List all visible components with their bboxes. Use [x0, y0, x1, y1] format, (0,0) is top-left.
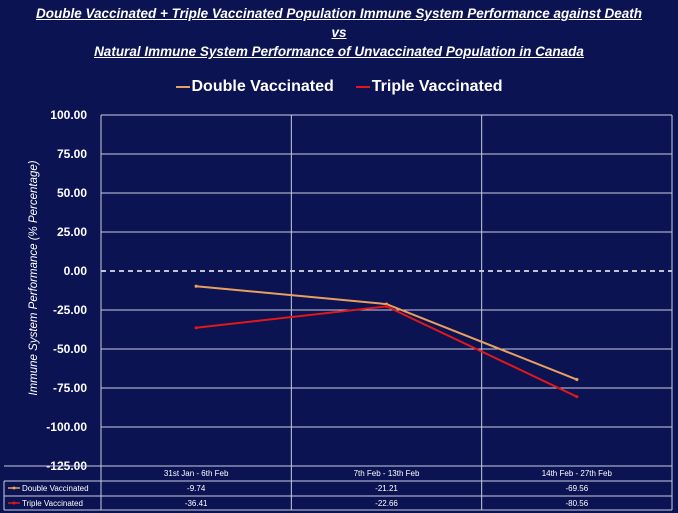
- table-value: -80.56: [565, 499, 588, 508]
- legend-item-triple: Triple Vaccinated: [355, 78, 503, 96]
- chart-title-line-2: vs: [331, 25, 347, 40]
- legend-swatch-double: [175, 86, 190, 88]
- data-table: 31st Jan - 6th Feb 7th Feb - 13th Feb 14th…: [3, 465, 672, 511]
- legend-label-double: Double Vaccinated: [191, 78, 334, 95]
- data-point: [384, 302, 389, 306]
- table-value: -69.56: [565, 484, 588, 493]
- series-line-double: [196, 285, 578, 381]
- y-tick-label: -25.00: [53, 303, 87, 317]
- legend-swatch-triple: [355, 86, 370, 88]
- chart-title: Double Vaccinated + Triple Vaccinated Po…: [0, 4, 678, 61]
- table-value: -36.41: [185, 499, 208, 508]
- chart-grid: [100, 114, 673, 510]
- y-tick-label: 0.00: [64, 264, 88, 278]
- legend-item-double: Double Vaccinated: [175, 78, 334, 96]
- data-point: [384, 304, 389, 308]
- y-tick-label: -50.00: [53, 342, 87, 356]
- data-point: [194, 326, 198, 330]
- y-tick-label: 100.00: [50, 108, 87, 122]
- table-series-name-double: Double Vaccinated: [22, 484, 89, 493]
- y-tick-label: -100.00: [46, 420, 87, 434]
- y-tick-label: 50.00: [57, 186, 87, 200]
- chart-title-line-1: Double Vaccinated + Triple Vaccinated Po…: [35, 6, 643, 21]
- x-category-label: 14th Feb - 27th Feb: [542, 469, 613, 478]
- y-tick-label: -75.00: [53, 381, 87, 395]
- table-value: -9.74: [187, 484, 206, 493]
- series-line-triple: [196, 305, 578, 398]
- data-point: [575, 377, 579, 382]
- y-tick-label: 75.00: [57, 147, 87, 161]
- y-tick-label: 25.00: [57, 225, 87, 239]
- x-category-label: 7th Feb - 13th Feb: [354, 469, 420, 478]
- legend: Double Vaccinated Triple Vaccinated: [0, 78, 678, 96]
- table-series-name-triple: Triple Vaccinated: [22, 499, 83, 508]
- data-point: [194, 284, 198, 288]
- table-swatch-dot-triple: [12, 501, 16, 505]
- x-category-label: 31st Jan - 6th Feb: [164, 469, 229, 478]
- table-value: -22.66: [375, 499, 398, 508]
- series-lines: [194, 284, 579, 399]
- y-axis-ticks: 100.00 75.00 50.00 25.00 0.00 -25.00 -50.00 -75…: [46, 108, 87, 473]
- legend-label-triple: Triple Vaccinated: [371, 78, 503, 95]
- y-axis-title: Immune System Performance (% Percentage): [28, 160, 40, 395]
- table-value: -21.21: [375, 484, 398, 493]
- table-swatch-dot-double: [12, 486, 16, 490]
- data-point: [575, 395, 579, 399]
- chart-title-line-3: Natural Immune System Performance of Unv…: [94, 44, 584, 59]
